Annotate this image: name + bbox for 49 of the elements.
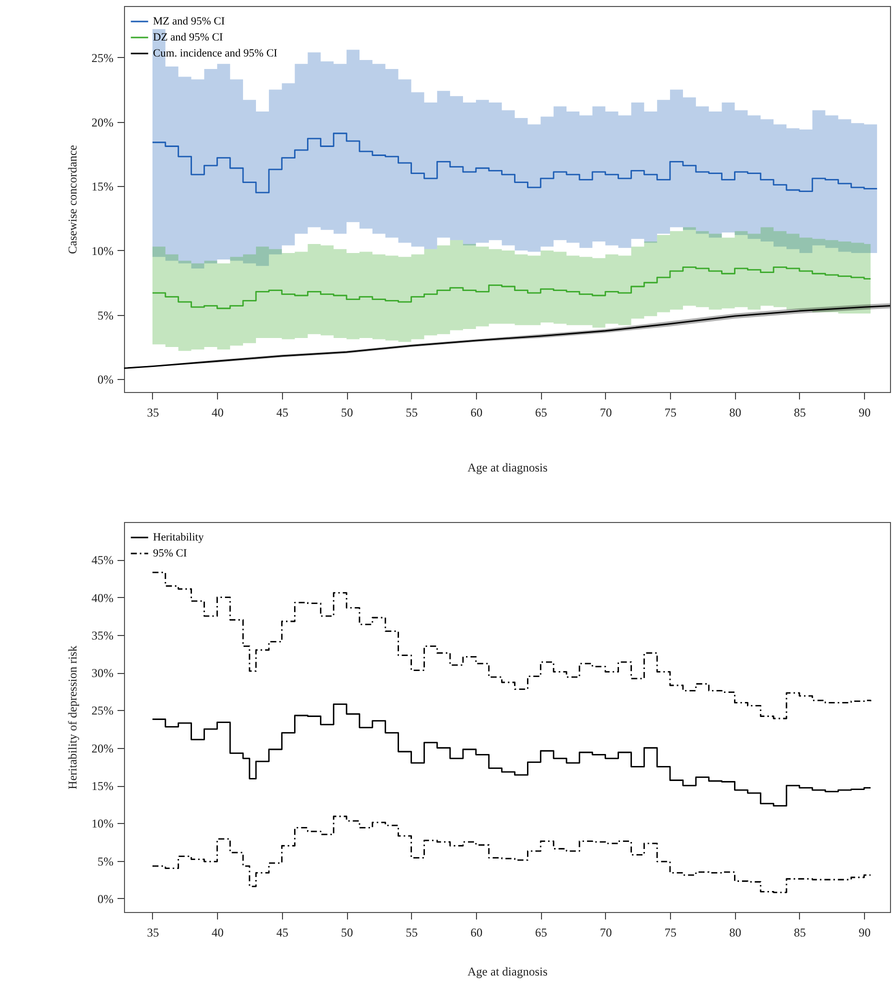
legend-label: Heritability [153, 532, 204, 544]
y-tick-label: 15% [92, 180, 114, 194]
legend-label: DZ and 95% CI [153, 32, 224, 44]
y-tick-label: 5% [98, 854, 114, 868]
legend-label: MZ and 95% CI [153, 16, 226, 28]
y-axis-title: Heritability of depression risk [66, 646, 80, 790]
y-tick-label: 5% [98, 308, 114, 322]
x-tick-label: 80 [729, 926, 742, 940]
y-tick-label: 25% [92, 50, 114, 65]
y-tick-label: 20% [92, 115, 114, 130]
x-tick-label: 35 [146, 926, 159, 940]
y-tick-label: 15% [92, 779, 114, 794]
x-tick-label: 55 [406, 406, 418, 420]
y-tick-label: 30% [92, 666, 114, 680]
legend-label: 95% CI [153, 548, 188, 560]
legend-label: Cum. incidence and 95% CI [153, 48, 278, 60]
y-tick-label: 10% [92, 816, 114, 831]
x-tick-label: 85 [794, 926, 806, 940]
y-tick-label: 25% [92, 704, 114, 718]
y-tick-label: 35% [92, 628, 114, 642]
y-tick-label: 0% [98, 372, 114, 387]
x-tick-label: 60 [470, 406, 482, 420]
x-tick-label: 50 [341, 926, 354, 940]
x-tick-label: 40 [212, 926, 224, 940]
x-tick-label: 40 [212, 406, 224, 420]
y-tick-label: 10% [92, 244, 114, 258]
y-tick-label: 0% [98, 892, 114, 906]
x-tick-label: 75 [664, 926, 677, 940]
x-tick-label: 65 [535, 926, 548, 940]
x-tick-label: 60 [470, 926, 482, 940]
x-tick-label: 85 [794, 406, 806, 420]
x-tick-label: 55 [406, 926, 418, 940]
x-tick-label: 70 [600, 926, 612, 940]
y-tick-label: 45% [92, 553, 114, 568]
x-tick-label: 50 [341, 406, 354, 420]
y-axis-title: Casewise concordance [66, 145, 80, 254]
y-tick-label: 40% [92, 590, 114, 605]
x-tick-label: 90 [858, 406, 871, 420]
x-tick-label: 65 [535, 406, 548, 420]
x-tick-label: 45 [276, 406, 288, 420]
x-tick-label: 70 [600, 406, 612, 420]
x-tick-label: 35 [146, 406, 159, 420]
y-tick-label: 20% [92, 741, 114, 756]
x-tick-label: 90 [858, 926, 871, 940]
x-tick-label: 80 [729, 406, 742, 420]
x-axis-title: Age at diagnosis [468, 964, 548, 978]
x-axis-title: Age at diagnosis [468, 460, 548, 474]
x-tick-label: 75 [664, 406, 677, 420]
x-tick-label: 45 [276, 926, 288, 940]
